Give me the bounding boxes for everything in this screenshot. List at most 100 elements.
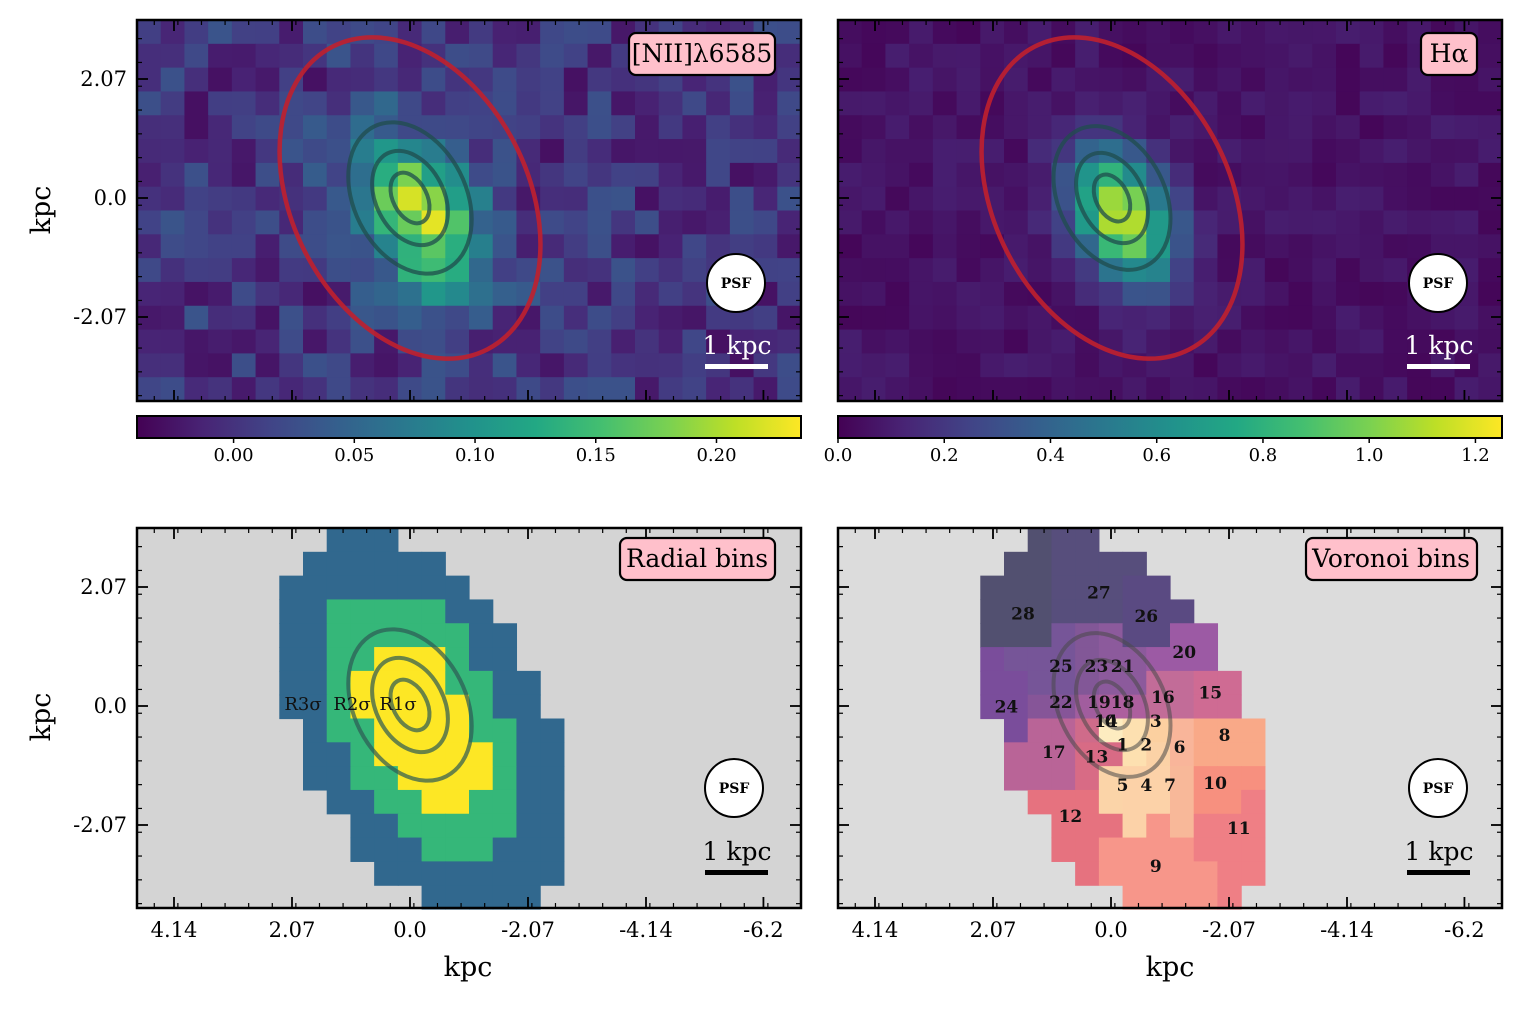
pixel-cell [980, 305, 1005, 331]
pixel-cell [1264, 377, 1290, 402]
pixel-cell [909, 20, 934, 45]
pixel-cell [635, 186, 660, 212]
pixel-cell [231, 20, 257, 45]
pixel-cell [1454, 377, 1479, 402]
radial-scale-bar: 1 kpc [702, 837, 772, 875]
pixel-cell [777, 258, 802, 283]
pixel-cell [956, 115, 981, 140]
voronoi-bin-label: 10 [1203, 774, 1227, 794]
halpha-scale-label: 1 kpc [1404, 331, 1473, 360]
pixel-cell [326, 258, 352, 283]
pixel-cell [1454, 234, 1479, 259]
radial-bin-map [279, 528, 565, 910]
pixel-cell [1217, 329, 1242, 354]
voronoi-bin-cell [1098, 599, 1124, 624]
pixel-cell [492, 377, 518, 402]
pixel-cell [1027, 139, 1053, 164]
voronoi-bin-cell [1051, 528, 1076, 553]
radial-bin-cell [326, 551, 352, 577]
pixel-cell [1478, 139, 1503, 164]
pixel-cell [255, 258, 280, 283]
pixel-cell [1359, 329, 1385, 354]
pixel-cell [469, 281, 494, 307]
pixel-cell [932, 20, 958, 45]
pixel-cell [956, 258, 981, 283]
colorbar-tick-label: 0.00 [214, 445, 254, 466]
pixel-cell [563, 186, 589, 212]
pixel-cell [397, 305, 423, 331]
pixel-cell [777, 91, 802, 116]
radial-bin-cell [540, 813, 565, 839]
pixel-cell [540, 91, 565, 116]
pixel-cell [540, 162, 565, 188]
pixel-cell [374, 377, 399, 402]
pixel-cell [279, 305, 304, 331]
pixel-cell [1478, 210, 1503, 235]
pixel-cell [208, 162, 233, 188]
pixel-cell [587, 115, 612, 140]
voronoi-bin-cell [1004, 551, 1029, 577]
radial-scale-label: 1 kpc [702, 837, 771, 866]
pixel-cell [208, 377, 233, 402]
pixel-cell [1336, 91, 1361, 116]
pixel-cell [587, 91, 612, 116]
radial-bin-cell [421, 861, 446, 886]
pixel-cell [1146, 305, 1171, 331]
colorbar-tick-label: 0.4 [1036, 445, 1065, 466]
voronoi-bin-cell [1146, 623, 1171, 648]
pixel-cell [1383, 162, 1408, 188]
pixel-cell [1336, 234, 1361, 259]
pixel-cell [1454, 91, 1479, 116]
pixel-cell [1264, 281, 1290, 307]
voronoi-bin-cell [1170, 647, 1195, 672]
pixel-cell [658, 258, 684, 283]
pixel-cell [611, 115, 636, 140]
pixel-cell [1383, 329, 1408, 354]
radial-bin-cell [397, 789, 423, 815]
pixel-cell [1312, 329, 1337, 354]
colorbar-tick-label: 1.2 [1461, 445, 1490, 466]
pixel-cell [469, 115, 494, 140]
pixel-cell [469, 305, 494, 331]
pixel-cell [160, 353, 186, 378]
pixel-cell [587, 353, 612, 378]
pixel-cell [1170, 210, 1195, 235]
pixel-cell [303, 329, 328, 354]
pixel-cell [1454, 305, 1479, 331]
pixel-cell [350, 258, 375, 283]
pixel-cell [1359, 43, 1385, 69]
pixel-cell [635, 210, 660, 235]
pixel-cell [231, 43, 257, 69]
voronoi-bin-cell [1122, 599, 1147, 624]
pixel-cell [777, 20, 802, 45]
pixel-cell [1193, 162, 1219, 188]
x-tick-label: -6.2 [743, 918, 784, 942]
pixel-cell [184, 353, 209, 378]
pixel-cell [932, 67, 958, 93]
pixel-cell [1383, 115, 1408, 140]
radial-bin-cell [492, 813, 518, 839]
pixel-cell [611, 210, 636, 235]
pixel-cell [682, 281, 707, 307]
voronoi-bin-cell [1027, 528, 1053, 553]
voronoi-bin-cell [1217, 694, 1242, 720]
pixel-cell [611, 186, 636, 212]
pixel-cell [350, 43, 375, 69]
pixel-cell [208, 305, 233, 331]
voronoi-bin-cell [1051, 575, 1076, 601]
voronoi-bin-cell [1146, 885, 1171, 910]
pixel-cell [1004, 162, 1029, 188]
pixel-cell [838, 43, 863, 69]
voronoi-bin-label: 23 [1085, 657, 1109, 677]
pixel-cell [1241, 210, 1266, 235]
pixel-cell [469, 258, 494, 283]
pixel-cell [1288, 43, 1313, 69]
pixel-cell [611, 258, 636, 283]
voronoi-bin-cell [1217, 766, 1242, 791]
pixel-cell [932, 91, 958, 116]
voronoi-bin-cell [1075, 766, 1100, 791]
voronoi-bin-cell [1004, 670, 1029, 696]
pixel-cell [706, 210, 731, 235]
pixel-cell [160, 329, 186, 354]
pixel-cell [706, 186, 731, 212]
